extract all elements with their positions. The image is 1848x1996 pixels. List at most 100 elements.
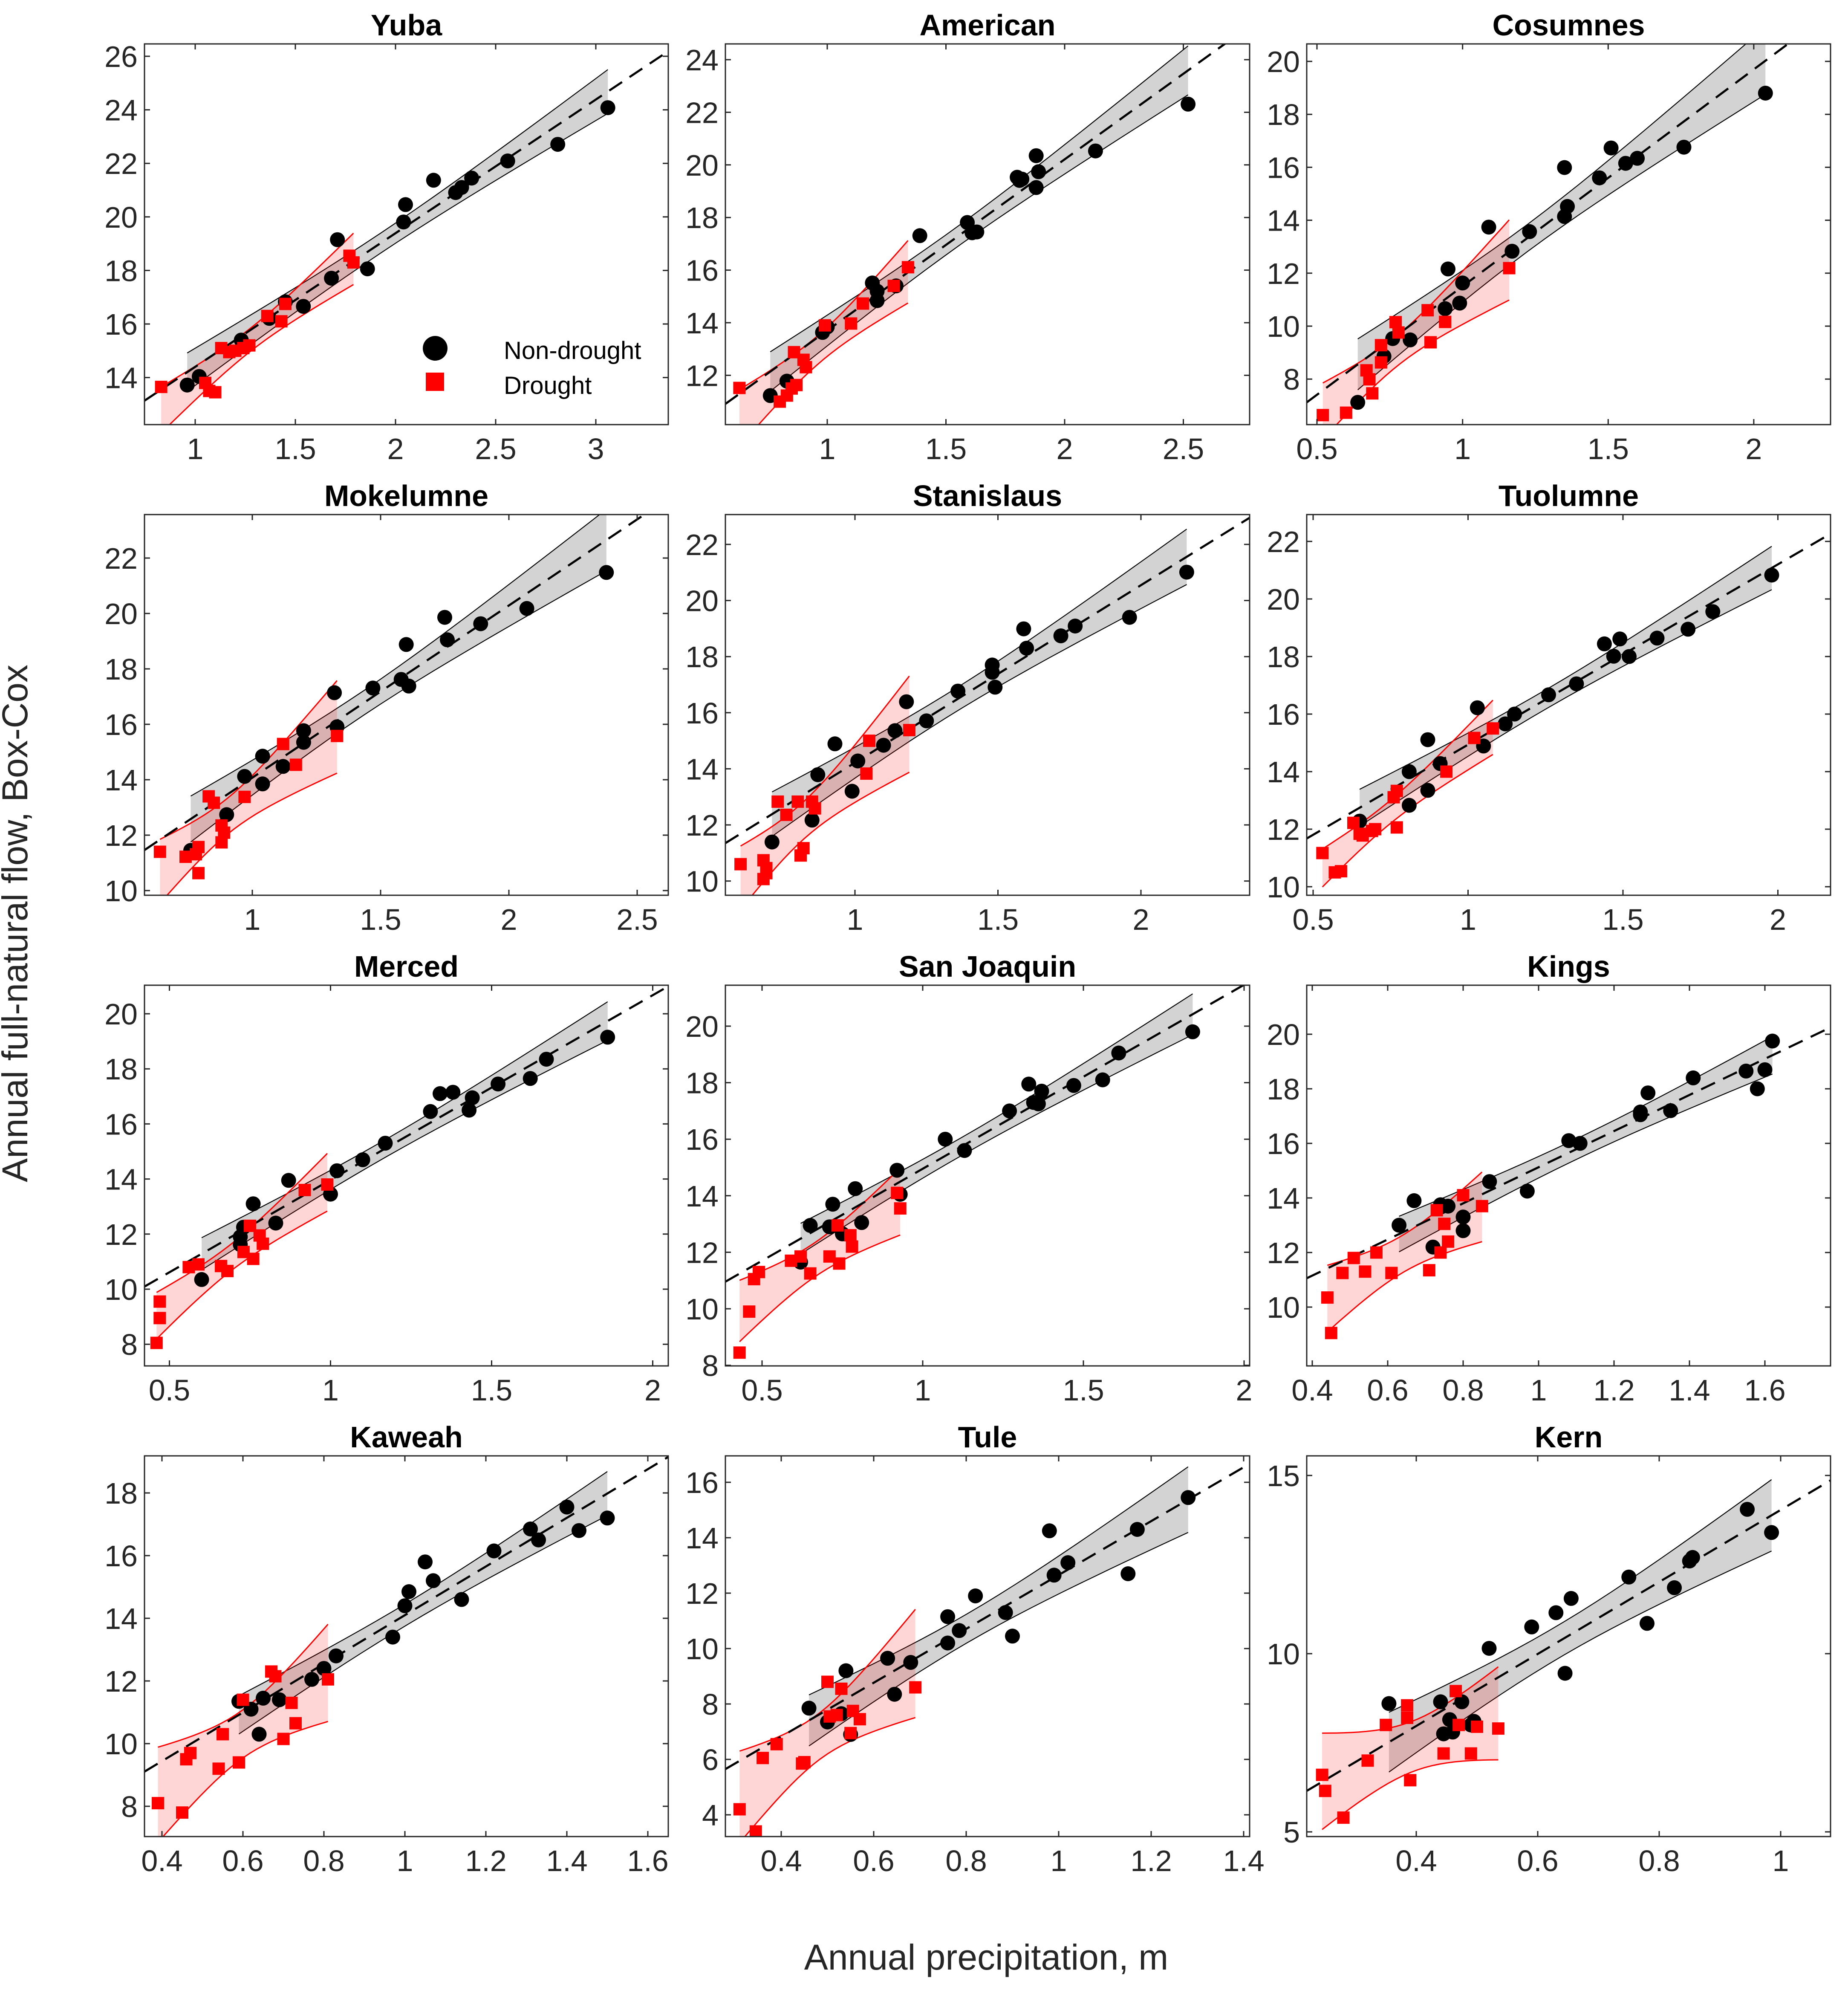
svg-text:Drought: Drought <box>504 372 592 399</box>
svg-text:0.8: 0.8 <box>303 1844 344 1877</box>
svg-text:10: 10 <box>685 1632 719 1666</box>
svg-text:1: 1 <box>915 1374 931 1407</box>
svg-text:0.6: 0.6 <box>1517 1844 1558 1877</box>
svg-text:0.8: 0.8 <box>1638 1844 1680 1877</box>
svg-text:10: 10 <box>1267 1637 1300 1671</box>
svg-text:20: 20 <box>685 584 719 618</box>
svg-text:0.6: 0.6 <box>1367 1374 1408 1407</box>
svg-text:14: 14 <box>685 1522 719 1555</box>
svg-text:Cosumnes: Cosumnes <box>1493 9 1645 42</box>
svg-text:8: 8 <box>121 1790 138 1823</box>
svg-text:2: 2 <box>501 903 517 936</box>
svg-text:10: 10 <box>1267 310 1300 343</box>
svg-text:16: 16 <box>1267 1127 1300 1160</box>
svg-text:1.2: 1.2 <box>1593 1374 1634 1407</box>
svg-text:1: 1 <box>322 1374 339 1407</box>
svg-text:1: 1 <box>244 903 261 936</box>
svg-text:2: 2 <box>1133 903 1149 936</box>
svg-text:12: 12 <box>685 359 719 392</box>
svg-text:22: 22 <box>685 528 719 561</box>
svg-text:14: 14 <box>104 1163 138 1196</box>
svg-text:Stanislaus: Stanislaus <box>913 479 1062 512</box>
svg-text:16: 16 <box>104 708 138 741</box>
svg-text:1: 1 <box>1530 1374 1547 1407</box>
svg-text:0.5: 0.5 <box>1296 432 1337 466</box>
svg-text:1.2: 1.2 <box>1130 1844 1172 1877</box>
svg-text:2.5: 2.5 <box>475 432 516 466</box>
svg-text:1.5: 1.5 <box>1063 1374 1104 1407</box>
svg-text:20: 20 <box>1267 1018 1300 1051</box>
svg-text:22: 22 <box>1267 525 1300 558</box>
svg-text:8: 8 <box>1283 363 1300 396</box>
svg-text:10: 10 <box>104 874 138 908</box>
svg-text:12: 12 <box>104 819 138 852</box>
svg-text:15: 15 <box>1267 1459 1300 1493</box>
svg-text:Merced: Merced <box>354 950 459 983</box>
svg-text:1.5: 1.5 <box>1588 432 1629 466</box>
svg-text:2.5: 2.5 <box>1163 432 1204 466</box>
svg-text:16: 16 <box>104 1539 138 1573</box>
svg-text:22: 22 <box>685 96 719 129</box>
svg-text:10: 10 <box>104 1727 138 1761</box>
svg-text:12: 12 <box>1267 813 1300 846</box>
svg-text:18: 18 <box>685 201 719 234</box>
svg-text:1: 1 <box>819 432 836 466</box>
svg-text:12: 12 <box>104 1218 138 1251</box>
svg-text:16: 16 <box>104 308 138 341</box>
svg-text:24: 24 <box>104 94 138 127</box>
svg-text:18: 18 <box>104 653 138 686</box>
svg-text:20: 20 <box>104 998 138 1031</box>
svg-text:Tule: Tule <box>958 1420 1017 1454</box>
svg-text:1.5: 1.5 <box>360 903 401 936</box>
svg-text:16: 16 <box>1267 151 1300 184</box>
svg-text:0.8: 0.8 <box>945 1844 987 1877</box>
svg-text:1: 1 <box>1773 1844 1789 1877</box>
svg-text:2.5: 2.5 <box>616 903 658 936</box>
svg-text:1: 1 <box>397 1844 413 1877</box>
svg-text:4: 4 <box>702 1799 719 1832</box>
svg-text:0.4: 0.4 <box>1291 1374 1333 1407</box>
svg-text:1.5: 1.5 <box>925 432 967 466</box>
svg-text:American: American <box>919 9 1055 42</box>
svg-text:2: 2 <box>1057 432 1073 466</box>
svg-text:14: 14 <box>1267 1182 1300 1215</box>
svg-text:0.5: 0.5 <box>741 1374 783 1407</box>
svg-text:16: 16 <box>685 254 719 287</box>
svg-text:14: 14 <box>1267 204 1300 237</box>
svg-text:0.5: 0.5 <box>1292 903 1334 936</box>
svg-text:18: 18 <box>104 1053 138 1086</box>
svg-text:1.6: 1.6 <box>1744 1374 1785 1407</box>
svg-text:2: 2 <box>644 1374 661 1407</box>
svg-text:18: 18 <box>685 640 719 674</box>
svg-text:22: 22 <box>104 542 138 575</box>
svg-text:16: 16 <box>685 1466 719 1499</box>
svg-text:0.8: 0.8 <box>1442 1374 1484 1407</box>
svg-text:1: 1 <box>847 903 863 936</box>
svg-text:18: 18 <box>104 1477 138 1510</box>
svg-text:Kings: Kings <box>1527 950 1610 983</box>
svg-text:18: 18 <box>1267 98 1300 131</box>
svg-text:10: 10 <box>104 1273 138 1306</box>
svg-text:14: 14 <box>685 752 719 786</box>
svg-text:1.2: 1.2 <box>465 1844 506 1877</box>
svg-text:1: 1 <box>1051 1844 1067 1877</box>
svg-text:14: 14 <box>104 362 138 395</box>
svg-text:12: 12 <box>104 1665 138 1698</box>
svg-text:8: 8 <box>121 1328 138 1361</box>
svg-text:14: 14 <box>685 1180 719 1213</box>
svg-text:20: 20 <box>104 201 138 234</box>
svg-text:20: 20 <box>685 1010 719 1043</box>
svg-text:1.6: 1.6 <box>627 1844 668 1877</box>
svg-text:Yuba: Yuba <box>371 9 442 42</box>
svg-text:10: 10 <box>1267 1291 1300 1324</box>
svg-text:2: 2 <box>1236 1374 1253 1407</box>
svg-text:3: 3 <box>588 432 604 466</box>
svg-text:2: 2 <box>1770 903 1786 936</box>
svg-text:1.4: 1.4 <box>1669 1374 1710 1407</box>
svg-text:14: 14 <box>1267 755 1300 789</box>
svg-text:6: 6 <box>702 1743 719 1776</box>
svg-text:14: 14 <box>104 764 138 797</box>
svg-text:1: 1 <box>1460 903 1476 936</box>
svg-text:1.5: 1.5 <box>471 1374 512 1407</box>
svg-text:1.5: 1.5 <box>1602 903 1643 936</box>
